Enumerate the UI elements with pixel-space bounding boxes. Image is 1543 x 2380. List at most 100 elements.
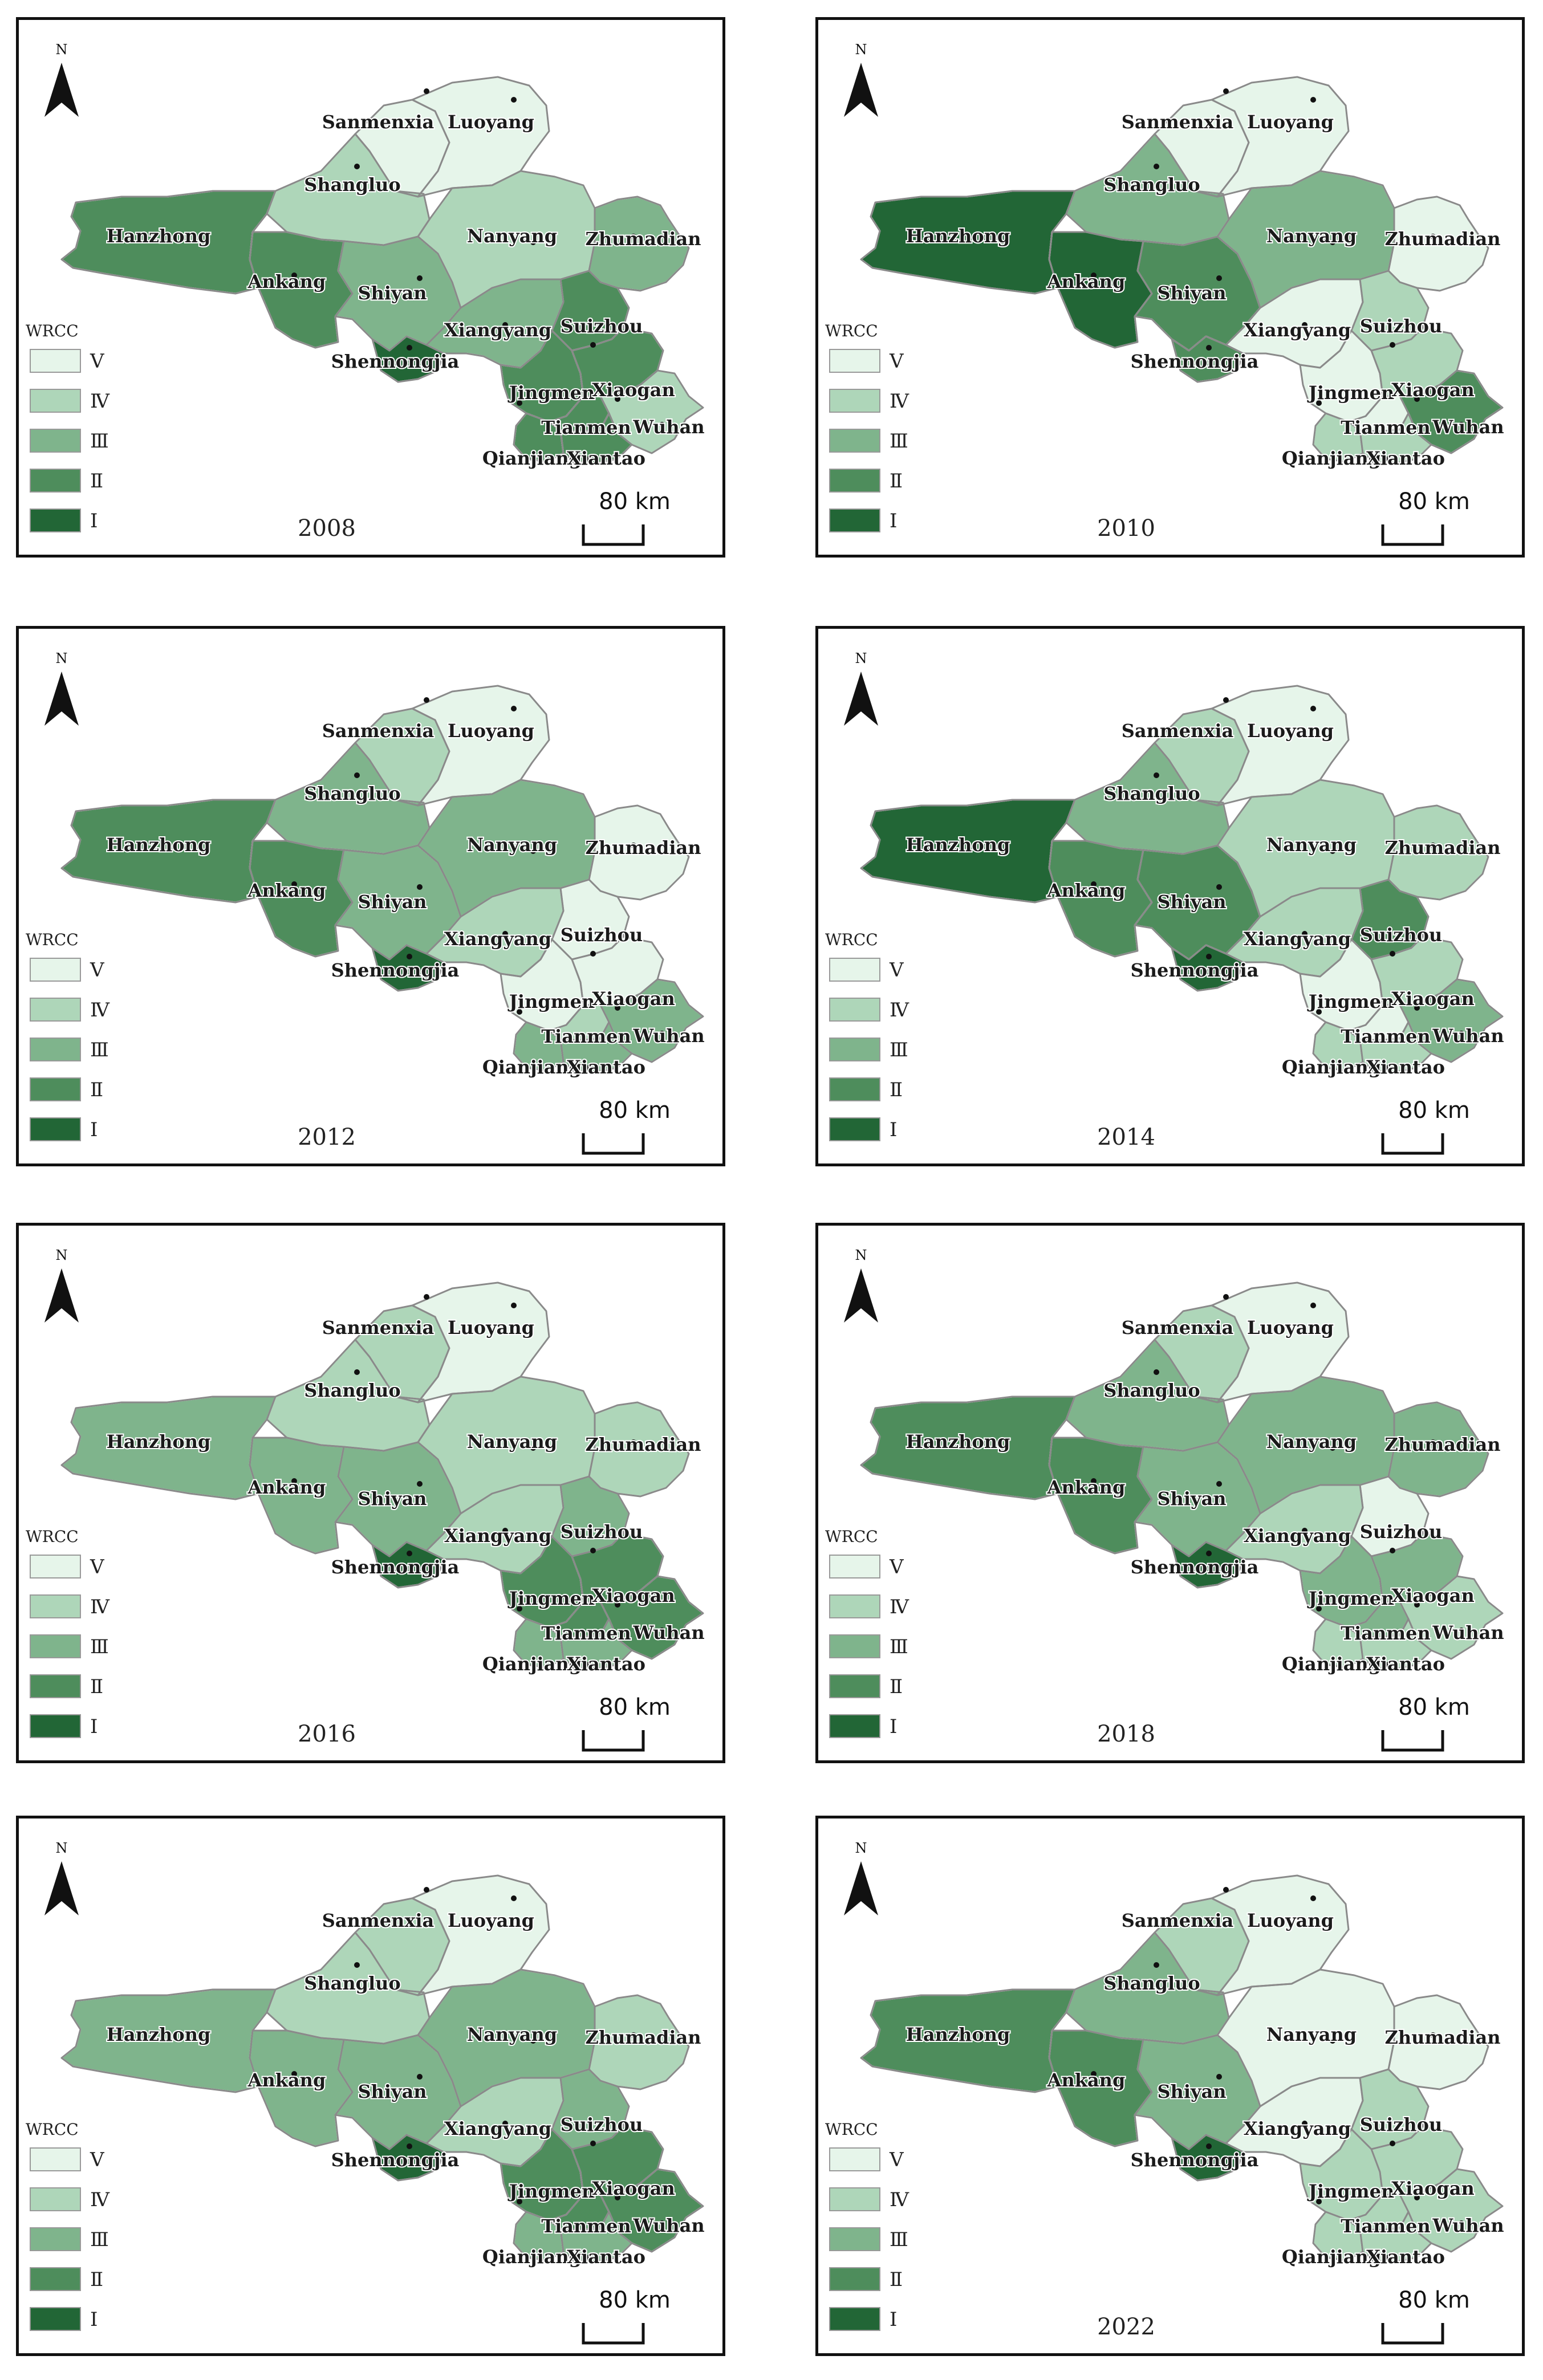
legend-label-ii: Ⅱ: [890, 1079, 903, 1101]
legend-swatch-iv: [829, 1594, 880, 1618]
city-label-shiyan: Shiyan: [1157, 891, 1226, 913]
city-dot-sanmenxia: [1223, 1887, 1229, 1893]
city-label-tianmen: Tianmen: [1341, 1026, 1430, 1047]
city-label-xiaogan: Xiaogan: [1391, 988, 1474, 1010]
city-dot-wuhan: [1459, 422, 1464, 428]
city-dot-wuhan: [1459, 2220, 1464, 2226]
city-dot-luoyang: [1310, 97, 1316, 103]
city-dot-luoyang: [511, 97, 517, 103]
region-outline: [559, 412, 633, 465]
legend-title: WRCC: [825, 1527, 878, 1546]
city-dot-xiantao: [586, 1662, 592, 1667]
city-dot-shennongjia: [407, 345, 412, 351]
map-panel-2010: Sanmenxia Luoyang Shangluo Hanzhong Ankang Sh…: [815, 17, 1525, 558]
city-dot-shangluo: [1154, 772, 1159, 778]
city-label-hanzhong: Hanzhong: [906, 225, 1010, 247]
legend-label-v: V: [90, 350, 105, 373]
scale-label: 80 km: [1398, 1097, 1470, 1124]
region-outline: [1312, 412, 1364, 463]
city-label-shennongjia: Shennongjia: [1131, 959, 1259, 981]
city-label-zhumadian: Zhumadian: [585, 228, 701, 250]
region-outline: [249, 231, 354, 349]
city-dot-shiyan: [417, 1481, 423, 1487]
city-label-shiyan: Shiyan: [1157, 282, 1226, 304]
city-dot-suizhou: [590, 951, 596, 957]
city-label-xiantao: Xiantao: [567, 447, 645, 469]
city-label-ankang: Ankang: [247, 271, 326, 292]
city-dot-xiaogan: [615, 396, 620, 402]
legend-label-iv: Ⅳ: [90, 1596, 110, 1618]
legend-swatch-iv: [829, 2187, 880, 2211]
legend-label-i: I: [890, 1715, 897, 1738]
region-outline: [860, 1396, 1076, 1500]
legend-label-ii: Ⅱ: [90, 1079, 103, 1101]
scale-bar: [1381, 1133, 1444, 1155]
city-label-nanyang: Nanyang: [467, 1431, 557, 1453]
city-label-shangluo: Shangluo: [304, 1972, 401, 1994]
city-label-wuhan: Wuhan: [632, 1025, 704, 1047]
city-dot-xiaogan: [615, 2195, 620, 2200]
city-label-sanmenxia: Sanmenxia: [322, 720, 435, 742]
city-label-suizhou: Suizhou: [561, 315, 643, 337]
north-label: N: [855, 1247, 867, 1263]
city-dot-sanmenxia: [424, 88, 429, 94]
legend-swatch-v: [829, 349, 880, 373]
city-dot-xiantao: [1386, 2255, 1391, 2260]
north-arrow-icon: [844, 1268, 878, 1323]
region-outline: [1312, 1021, 1364, 1072]
region-outline: [60, 799, 277, 904]
legend-swatch-ii: [30, 1077, 81, 1101]
city-label-tianmen: Tianmen: [1341, 2215, 1430, 2237]
city-dot-shiyan: [1216, 275, 1222, 281]
city-label-suizhou: Suizhou: [561, 2114, 643, 2135]
city-dot-ankang: [1091, 272, 1097, 278]
map-svg: Sanmenxia Luoyang Shangluo Hanzhong Ankang Sh…: [26, 1840, 706, 2345]
legend-swatch-ii: [829, 1674, 880, 1698]
city-label-jingmen: Jingmen: [507, 1588, 595, 1609]
map-panel-untitled: Sanmenxia Luoyang Shangluo Hanzhong Ankang Sh…: [16, 1816, 725, 2356]
city-label-qianjiang: Qianjiang: [482, 1056, 582, 1078]
scale-bar: [582, 1133, 645, 1155]
city-label-sanmenxia: Sanmenxia: [1122, 1317, 1234, 1339]
region-outline: [1312, 1618, 1364, 1669]
city-label-xiaogan: Xiaogan: [1391, 2178, 1474, 2199]
city-label-ankang: Ankang: [1047, 1476, 1126, 1498]
legend-swatch-ii: [829, 2267, 880, 2291]
city-label-ankang: Ankang: [247, 2069, 326, 2091]
region-outline: [1171, 2134, 1244, 2182]
city-label-xiangyang: Xiangyang: [444, 319, 551, 341]
region-outline: [371, 2134, 445, 2182]
map-svg: Sanmenxia Luoyang Shangluo Hanzhong Ankang Sh…: [825, 650, 1505, 1155]
city-label-hanzhong: Hanzhong: [906, 1431, 1010, 1453]
city-dot-wuhan: [1459, 1031, 1464, 1036]
city-dot-shangluo: [1154, 1962, 1159, 1968]
legend-swatch-v: [829, 1555, 880, 1578]
city-label-ankang: Ankang: [247, 1476, 326, 1498]
city-label-nanyang: Nanyang: [467, 225, 557, 247]
region-outline: [371, 335, 445, 383]
region-outline: [860, 799, 1076, 904]
city-label-shennongjia: Shennongjia: [331, 1556, 460, 1578]
city-dot-nanyang: [1330, 239, 1335, 245]
city-label-sanmenxia: Sanmenxia: [322, 1317, 435, 1339]
legend-swatch-v: [30, 958, 81, 982]
legend-label-iv: Ⅳ: [890, 999, 909, 1022]
region-outline: [1171, 1541, 1244, 1589]
map-svg: Sanmenxia Luoyang Shangluo Hanzhong Ankang Sh…: [825, 1247, 1505, 1752]
city-dot-xiaogan: [1414, 2195, 1420, 2200]
region-outline: [1171, 335, 1244, 383]
city-dot-shangluo: [354, 1962, 360, 1968]
city-label-shangluo: Shangluo: [304, 1380, 401, 1401]
legend-label-iv: Ⅳ: [890, 390, 909, 413]
city-label-shiyan: Shiyan: [1157, 1488, 1226, 1510]
map-panel-2022: Sanmenxia Luoyang Shangluo Hanzhong Ankang Sh…: [815, 1816, 1525, 2356]
region-outline: [1359, 412, 1432, 465]
city-label-suizhou: Suizhou: [1360, 924, 1443, 946]
city-label-qianjiang: Qianjiang: [1282, 447, 1381, 469]
legend-swatch-ii: [829, 469, 880, 493]
city-dot-shiyan: [417, 275, 423, 281]
city-label-hanzhong: Hanzhong: [906, 2024, 1010, 2045]
city-dot-jingmen: [517, 1009, 522, 1015]
legend-title: WRCC: [26, 2120, 79, 2139]
city-dot-xiangyang: [502, 322, 508, 328]
